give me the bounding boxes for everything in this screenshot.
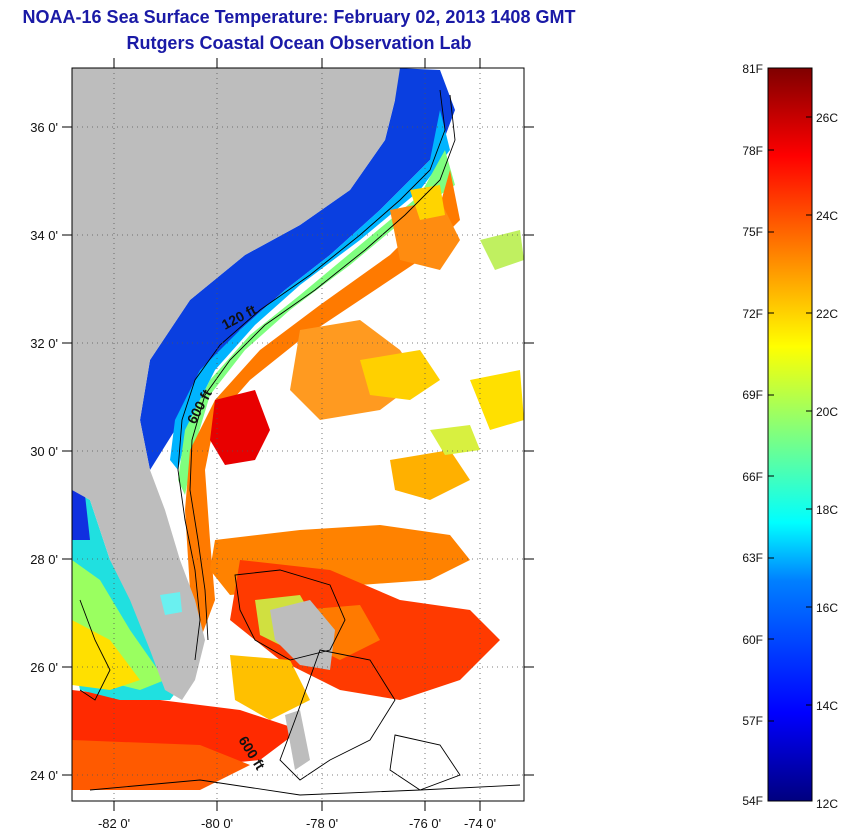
colorbar-c-label: 26C: [816, 111, 838, 125]
colorbar-f-label: 60F: [742, 633, 763, 647]
lon-labels: -82 0' -80 0' -78 0' -76 0' -74 0': [98, 816, 496, 831]
colorbar-f-label: 81F: [742, 62, 763, 76]
lat-label: 28 0': [30, 552, 58, 567]
colorbar-f-label: 66F: [742, 470, 763, 484]
colorbar-f-label: 75F: [742, 225, 763, 239]
map-ticks: [62, 58, 534, 811]
colorbar-f-label: 69F: [742, 388, 763, 402]
lat-label: 30 0': [30, 444, 58, 459]
colorbar-f-label: 72F: [742, 307, 763, 321]
colorbar-fahrenheit-labels: 81F 78F 75F 72F 69F 66F 63F 60F 57F 54F: [742, 62, 763, 808]
colorbar-c-label: 12C: [816, 797, 838, 811]
lat-labels: 36 0' 34 0' 32 0' 30 0' 28 0' 26 0' 24 0…: [30, 120, 58, 783]
lon-label: -76 0': [409, 816, 441, 831]
lon-label: -80 0': [201, 816, 233, 831]
depth-contours: [79, 89, 521, 796]
colorbar-c-label: 24C: [816, 209, 838, 223]
colorbar-celsius-labels: 26C 24C 22C 20C 18C 16C 14C 12C: [816, 111, 838, 811]
graticule: [72, 68, 524, 801]
colorbar-c-label: 22C: [816, 307, 838, 321]
map-subtitle: Rutgers Coastal Ocean Observation Lab: [126, 33, 472, 53]
colorbar-ramp: [767, 67, 813, 802]
colorbar-f-label: 78F: [742, 144, 763, 158]
colorbar-ticks: [768, 116, 812, 722]
colorbar-f-label: 54F: [742, 794, 763, 808]
map-area: [72, 68, 524, 801]
map-frame: [71, 67, 525, 802]
lat-label: 36 0': [30, 120, 58, 135]
lat-label: 34 0': [30, 228, 58, 243]
lon-label: -78 0': [306, 816, 338, 831]
lon-label: -74 0': [464, 816, 496, 831]
colorbar-f-label: 63F: [742, 551, 763, 565]
lat-label: 32 0': [30, 336, 58, 351]
colorbar-c-label: 18C: [816, 503, 838, 517]
lat-label: 26 0': [30, 660, 58, 675]
colorbar-c-label: 16C: [816, 601, 838, 615]
lon-label: -82 0': [98, 816, 130, 831]
colorbar-f-label: 57F: [742, 714, 763, 728]
sst-ocean: [72, 68, 524, 790]
colorbar-c-label: 20C: [816, 405, 838, 419]
lat-label: 24 0': [30, 768, 58, 783]
colorbar: 81F 78F 75F 72F 69F 66F 63F 60F 57F 54F: [742, 62, 838, 811]
map-title: NOAA-16 Sea Surface Temperature: Februar…: [22, 7, 576, 27]
colorbar-c-label: 14C: [816, 699, 838, 713]
